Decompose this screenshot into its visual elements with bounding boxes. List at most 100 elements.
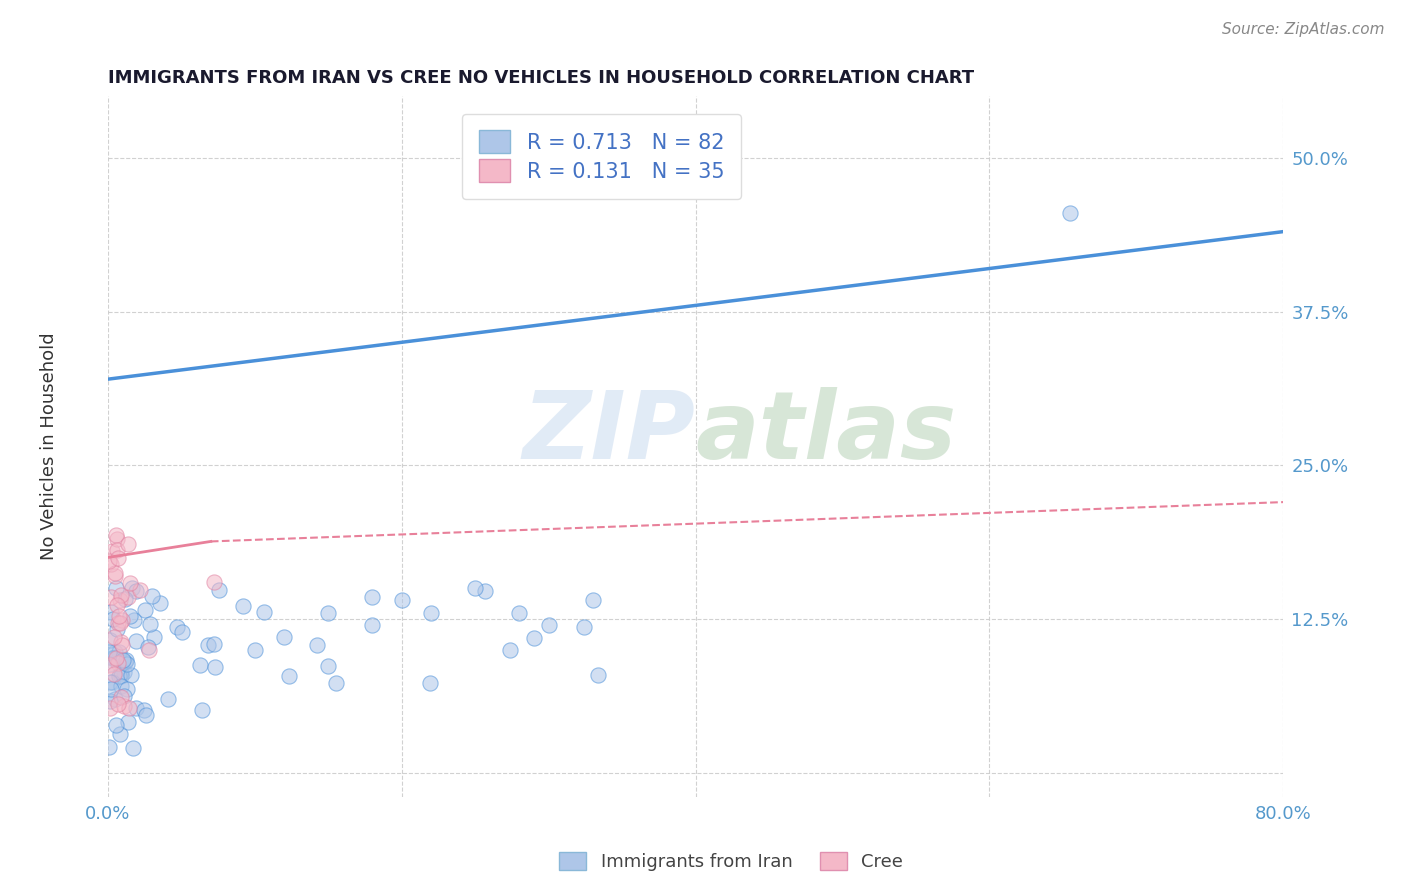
Point: [98, 658, 121, 673]
Point: [361, 618, 384, 632]
Point: [120, 576, 142, 591]
Point: [115, 682, 138, 697]
Point: [103, 612, 125, 626]
Point: [105, 542, 128, 557]
Point: [117, 536, 139, 550]
Point: [325, 675, 347, 690]
Point: [305, 638, 328, 652]
Point: [273, 630, 295, 644]
Point: [202, 574, 225, 589]
Point: [582, 593, 605, 607]
Point: [188, 658, 211, 673]
Point: [100, 590, 122, 604]
Point: [110, 669, 132, 683]
Point: [166, 620, 188, 634]
Legend: Immigrants from Iran, Cree: Immigrants from Iran, Cree: [553, 845, 910, 879]
Point: [125, 634, 148, 648]
Point: [125, 583, 148, 598]
Point: [574, 620, 596, 634]
Point: [143, 630, 166, 644]
Point: [107, 656, 129, 670]
Point: [508, 606, 530, 620]
Point: [105, 651, 128, 665]
Point: [135, 708, 157, 723]
Point: [98, 694, 121, 708]
Point: [107, 615, 129, 630]
Point: [537, 618, 560, 632]
Point: [108, 668, 131, 682]
Point: [110, 690, 132, 705]
Point: [120, 668, 142, 682]
Point: [110, 666, 132, 681]
Point: [122, 741, 145, 756]
Point: [108, 727, 131, 741]
Point: [318, 659, 340, 673]
Point: [98, 657, 121, 672]
Point: [134, 603, 156, 617]
Point: [101, 544, 124, 558]
Point: [121, 581, 143, 595]
Point: [122, 613, 145, 627]
Point: [111, 653, 134, 667]
Point: [105, 528, 128, 542]
Point: [101, 675, 124, 690]
Point: [115, 653, 138, 667]
Point: [243, 642, 266, 657]
Point: [141, 589, 163, 603]
Point: [115, 657, 138, 672]
Point: [108, 593, 131, 607]
Text: Source: ZipAtlas.com: Source: ZipAtlas.com: [1222, 22, 1385, 37]
Point: [391, 593, 413, 607]
Point: [105, 623, 128, 637]
Legend: R = 0.713   N = 82, R = 0.131   N = 35: R = 0.713 N = 82, R = 0.131 N = 35: [463, 114, 741, 199]
Point: [112, 690, 135, 704]
Point: [104, 692, 127, 706]
Point: [128, 582, 150, 597]
Point: [103, 630, 125, 644]
Point: [114, 655, 136, 669]
Point: [149, 596, 172, 610]
Point: [114, 665, 136, 680]
Point: [104, 566, 127, 580]
Point: [318, 606, 340, 620]
Point: [208, 582, 231, 597]
Point: [101, 650, 124, 665]
Point: [197, 638, 219, 652]
Point: [138, 642, 160, 657]
Point: [1059, 206, 1081, 220]
Point: [419, 675, 441, 690]
Point: [103, 650, 125, 665]
Point: [202, 637, 225, 651]
Point: [108, 616, 131, 631]
Point: [464, 581, 486, 595]
Point: [157, 692, 180, 706]
Point: [204, 659, 226, 673]
Point: [98, 554, 121, 568]
Point: [100, 605, 122, 619]
Point: [277, 668, 299, 682]
Point: [105, 598, 128, 612]
Point: [110, 634, 132, 648]
Point: [107, 697, 129, 711]
Point: [110, 588, 132, 602]
Point: [132, 703, 155, 717]
Point: [170, 625, 193, 640]
Point: [114, 592, 136, 607]
Point: [499, 642, 522, 657]
Point: [98, 675, 121, 690]
Point: [112, 698, 135, 713]
Point: [100, 557, 122, 571]
Point: [98, 645, 121, 659]
Point: [100, 681, 122, 696]
Point: [104, 645, 127, 659]
Text: No Vehicles in Household: No Vehicles in Household: [41, 332, 58, 560]
Point: [118, 608, 141, 623]
Point: [107, 608, 129, 623]
Point: [136, 640, 159, 655]
Text: atlas: atlas: [696, 387, 957, 479]
Point: [117, 714, 139, 729]
Point: [98, 633, 121, 648]
Point: [107, 550, 129, 565]
Point: [98, 701, 121, 715]
Point: [588, 668, 610, 682]
